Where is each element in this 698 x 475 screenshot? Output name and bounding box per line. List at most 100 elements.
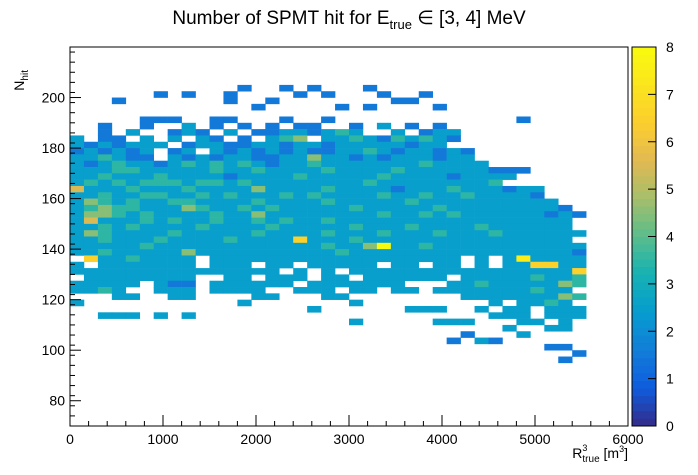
heatmap-cell [335,192,350,199]
heatmap-cell [376,167,392,174]
heatmap-cell [474,179,489,187]
heatmap-cell [139,261,154,269]
heatmap-cell [279,167,294,174]
heatmap-cell [97,223,113,231]
heatmap-cell [307,242,322,250]
heatmap-cell [209,173,224,180]
heatmap-cell [404,135,420,143]
heatmap-cell [502,173,517,180]
heatmap-cell [265,154,280,161]
heatmap-cell [195,198,210,206]
heatmap-cell [307,287,322,294]
heatmap-cell [111,255,127,263]
heatmap-cell [265,261,280,269]
heatmap-cell [362,192,378,199]
heatmap-cell [349,167,364,174]
heatmap-cell [474,236,489,244]
heatmap-cell [265,173,280,180]
heatmap-cell [390,280,406,288]
heatmap-cell [349,185,364,193]
heatmap-cell [321,242,336,250]
heatmap-cell [390,261,406,269]
heatmap-cell [139,160,154,168]
heatmap-cell [474,198,489,206]
heatmap-cell [516,274,531,282]
heatmap-cell [558,255,573,263]
heatmap-cell [125,293,141,300]
heatmap-cell [335,230,350,237]
heatmap-cell [446,167,461,174]
heatmap-cell [376,280,392,288]
heatmap-cell [223,198,238,206]
heatmap-cell [558,236,573,244]
heatmap-cell [195,192,210,199]
heatmap-cell [251,204,266,212]
heatmap-cell [530,204,545,212]
heatmap-cell [460,179,475,187]
heatmap-cell [167,129,182,136]
heatmap-cell [83,204,99,212]
heatmap-cell [251,223,266,231]
palette-band [632,213,656,222]
heatmap-cell [181,167,196,174]
heatmap-cell [349,160,364,168]
heatmap-cell [321,192,336,199]
heatmap-cell [153,211,168,218]
palette-band [632,47,656,55]
heatmap-cell [502,192,517,199]
heatmap-cell [70,204,85,212]
heatmap-cell [349,192,364,199]
heatmap-cell [223,287,238,294]
heatmap-cell [209,236,224,244]
heatmap-cell [376,249,392,256]
heatmap-cell [460,287,475,294]
heatmap-cell [111,198,127,206]
heatmap-cell [293,249,308,256]
heatmap-cell [349,287,364,294]
heatmap-cell [446,198,461,206]
heatmap-cell [223,249,238,256]
heatmap-cell [139,268,154,275]
heatmap-cell [293,274,308,282]
heatmap-cell [530,261,545,269]
heatmap-cell [544,255,559,263]
heatmap-cell [418,211,433,218]
heatmap-cell [418,141,433,149]
heatmap-cell [237,173,252,180]
heatmap-cell [153,223,168,231]
heatmap-cell [167,287,182,294]
heatmap-cell [321,154,336,161]
heatmap-cell [390,148,406,155]
heatmap-cell [530,249,545,256]
heatmap-cell [376,242,392,250]
heatmap-cell [209,179,224,187]
palette-tick-label: 0 [666,418,674,434]
heatmap-cell [516,318,531,326]
heatmap-cell [209,160,224,168]
heatmap-cell [544,236,559,244]
heatmap-cell [195,160,210,168]
heatmap-cell [516,217,531,225]
heatmap-cell [572,268,587,275]
heatmap-cell [251,167,266,174]
heatmap-cell [572,211,587,218]
heatmap-cell [223,148,238,155]
heatmap-cell [321,129,336,136]
heatmap-cell [70,148,85,155]
heatmap-cell [418,255,433,263]
palette-band [632,100,656,109]
heatmap-cell [279,141,294,149]
heatmap-cell [70,141,85,149]
heatmap-cell [544,249,559,256]
heatmap-cell [97,204,113,212]
heatmap-cell [83,249,99,256]
heatmap-cell [572,230,587,237]
heatmap-cell [265,204,280,212]
heatmap-cell [335,204,350,212]
heatmap-cell [293,141,308,149]
heatmap-cell [335,148,350,155]
heatmap-cell [97,230,113,237]
heatmap-cell [209,249,224,256]
heatmap-cell [307,217,322,225]
heatmap-cell [349,135,364,143]
